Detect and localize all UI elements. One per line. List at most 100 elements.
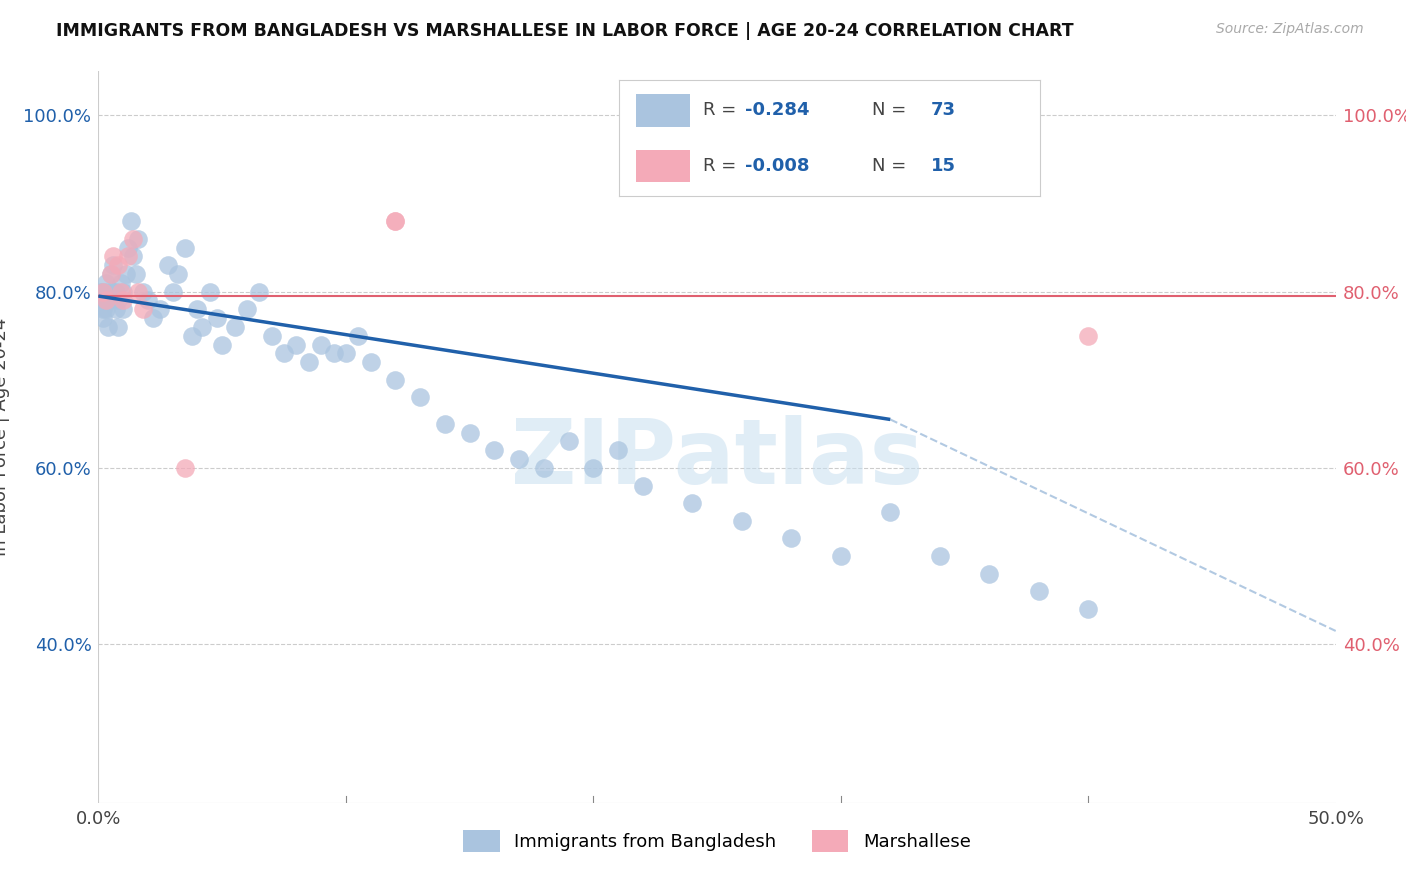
Point <box>93 311 115 326</box>
Point <box>1077 328 1099 343</box>
Point <box>127 232 149 246</box>
Point <box>335 346 357 360</box>
Point <box>97 285 120 299</box>
Point <box>112 302 135 317</box>
Point <box>136 293 159 308</box>
Point <box>224 320 246 334</box>
Point <box>94 293 117 308</box>
Point <box>247 285 270 299</box>
Point <box>174 241 197 255</box>
Point <box>433 417 456 431</box>
Point <box>132 285 155 299</box>
Point <box>879 505 901 519</box>
Text: -0.008: -0.008 <box>745 157 810 175</box>
Point <box>731 514 754 528</box>
Point <box>205 311 228 326</box>
Point <box>409 391 432 405</box>
Point <box>124 267 146 281</box>
Point <box>132 302 155 317</box>
Bar <box>636 95 690 127</box>
Point <box>107 293 129 308</box>
Point <box>107 258 129 272</box>
Point <box>149 302 172 317</box>
Text: 73: 73 <box>931 102 956 120</box>
Point <box>122 249 145 263</box>
Point <box>631 478 654 492</box>
Point <box>112 293 135 308</box>
Point <box>681 496 703 510</box>
Point <box>607 443 630 458</box>
Point <box>384 214 406 228</box>
Text: ZIPatlas: ZIPatlas <box>510 415 924 503</box>
Point <box>114 267 136 281</box>
Point <box>93 302 115 317</box>
Point <box>93 285 115 299</box>
Point <box>110 285 132 299</box>
Point <box>191 320 214 334</box>
Text: 15: 15 <box>931 157 956 175</box>
Point <box>979 566 1001 581</box>
Point <box>384 373 406 387</box>
Point <box>122 232 145 246</box>
Point <box>285 337 308 351</box>
Point <box>100 267 122 281</box>
Point <box>198 285 221 299</box>
Text: N =: N = <box>872 157 911 175</box>
Point <box>103 285 125 299</box>
Point <box>181 328 204 343</box>
Bar <box>636 150 690 182</box>
Point <box>830 549 852 563</box>
Point <box>508 452 530 467</box>
Point <box>347 328 370 343</box>
Point <box>117 249 139 263</box>
Point <box>298 355 321 369</box>
Point <box>582 461 605 475</box>
Point <box>780 532 803 546</box>
Point <box>260 328 283 343</box>
Point <box>142 311 165 326</box>
Point <box>90 293 112 308</box>
Point <box>236 302 259 317</box>
Point <box>100 267 122 281</box>
Point <box>120 214 142 228</box>
Text: R =: R = <box>703 102 742 120</box>
Point <box>100 293 122 308</box>
Point <box>103 249 125 263</box>
Text: N =: N = <box>872 102 911 120</box>
Point <box>174 461 197 475</box>
Point <box>107 320 129 334</box>
Point <box>117 241 139 255</box>
Point <box>90 285 112 299</box>
Point <box>360 355 382 369</box>
Point <box>928 549 950 563</box>
Text: IMMIGRANTS FROM BANGLADESH VS MARSHALLESE IN LABOR FORCE | AGE 20-24 CORRELATION: IMMIGRANTS FROM BANGLADESH VS MARSHALLES… <box>56 22 1074 40</box>
Point <box>97 320 120 334</box>
Point <box>103 258 125 272</box>
Point <box>110 276 132 290</box>
Point <box>94 302 117 317</box>
Point <box>557 434 579 449</box>
Point <box>127 285 149 299</box>
Point <box>104 285 127 299</box>
Point <box>273 346 295 360</box>
Point <box>94 293 117 308</box>
Point <box>211 337 233 351</box>
Point <box>156 258 179 272</box>
Y-axis label: In Labor Force | Age 20-24: In Labor Force | Age 20-24 <box>0 318 10 557</box>
Point <box>322 346 344 360</box>
Text: Source: ZipAtlas.com: Source: ZipAtlas.com <box>1216 22 1364 37</box>
Point <box>309 337 332 351</box>
Point <box>1077 602 1099 616</box>
Point <box>94 276 117 290</box>
Text: R =: R = <box>703 157 742 175</box>
Point <box>166 267 188 281</box>
Point <box>1028 584 1050 599</box>
Point <box>93 285 115 299</box>
Point <box>104 302 127 317</box>
Point <box>484 443 506 458</box>
Point <box>186 302 208 317</box>
Point <box>533 461 555 475</box>
Point <box>162 285 184 299</box>
Text: -0.284: -0.284 <box>745 102 810 120</box>
Point <box>458 425 481 440</box>
